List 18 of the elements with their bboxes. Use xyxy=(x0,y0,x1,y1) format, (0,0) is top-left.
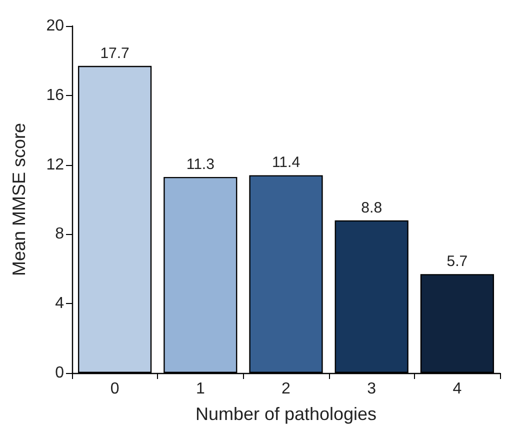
data-label: 11.3 xyxy=(186,156,214,173)
y-axis-title: Mean MMSE score xyxy=(9,122,29,276)
data-label: 5.7 xyxy=(446,253,468,270)
y-tick-label: 4 xyxy=(55,295,64,312)
x-tick-label: 4 xyxy=(452,380,462,398)
x-tick-label: 2 xyxy=(282,380,291,398)
data-label: 17.7 xyxy=(100,44,130,62)
data-label: 8.8 xyxy=(361,199,382,216)
data-label: 11.4 xyxy=(272,154,300,172)
y-tick-label: 16 xyxy=(46,86,64,104)
x-axis-title: Number of pathologies xyxy=(195,404,377,424)
y-tick-label: 0 xyxy=(55,364,64,382)
y-tick-label: 8 xyxy=(55,226,64,243)
x-tick-label: 3 xyxy=(367,380,376,398)
x-tick-label: 0 xyxy=(110,380,120,398)
y-tick-label: 20 xyxy=(46,18,64,34)
x-tick-label: 1 xyxy=(196,380,205,398)
y-tick-label: 12 xyxy=(46,156,64,174)
